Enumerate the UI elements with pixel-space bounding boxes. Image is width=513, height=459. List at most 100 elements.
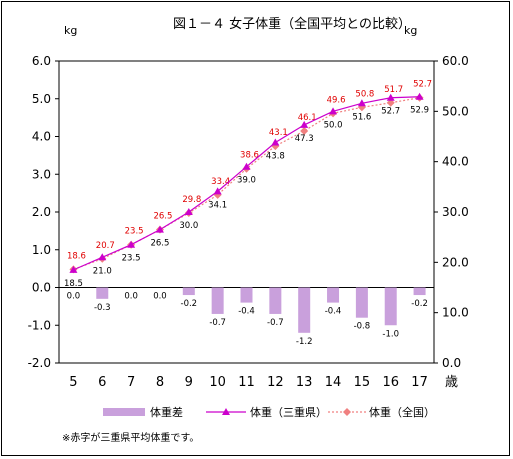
- bar-data-label: -0.4: [238, 307, 255, 317]
- bar-data-label: -0.4: [325, 307, 342, 317]
- bar-data-label: -1.2: [296, 337, 313, 347]
- bar-weight-diff: [269, 287, 282, 314]
- legend-swatch-bar: [103, 408, 145, 416]
- legend: 体重差 体重（三重県） 体重（全国）: [103, 405, 435, 419]
- bar-data-label: -0.2: [181, 299, 198, 309]
- bar-weight-diff: [211, 287, 224, 314]
- marker-mie: [213, 187, 222, 195]
- mie-data-label: 51.6: [352, 112, 371, 122]
- bar-weight-diff: [298, 287, 311, 333]
- right-axis-tick-label: 10.0: [442, 306, 469, 320]
- x-axis-tick-label: 14: [325, 375, 342, 390]
- x-axis-tick-label: 6: [98, 375, 106, 390]
- bar-data-label: -0.7: [209, 318, 226, 328]
- national-data-label: 46.1: [298, 113, 317, 123]
- left-axis-tick-label: 5.0: [32, 92, 51, 106]
- left-axis-tick-label: 1.0: [32, 243, 51, 257]
- bar-weight-diff: [327, 287, 340, 303]
- marker-mie: [357, 99, 366, 107]
- right-axis-tick-label: 0.0: [442, 356, 461, 370]
- right-axis-tick-label: 20.0: [442, 255, 469, 269]
- x-axis-tick-label: 11: [238, 375, 255, 390]
- x-axis-tick-label: 15: [354, 375, 371, 390]
- left-axis-tick-label: 2.0: [32, 205, 51, 219]
- national-data-label: 43.1: [269, 128, 288, 138]
- marker-national: [386, 98, 395, 107]
- national-data-label: 50.8: [355, 89, 374, 99]
- legend-label-mie: 体重（三重県）: [250, 405, 327, 419]
- x-axis-tick-label: 9: [185, 375, 193, 390]
- legend-marker-national: [343, 408, 351, 416]
- marker-mie: [155, 225, 164, 233]
- x-axis-tick-label: 17: [411, 375, 428, 390]
- bar-data-label: -0.8: [354, 322, 371, 332]
- bar-weight-diff: [182, 287, 195, 296]
- legend-marker-mie: [222, 408, 230, 415]
- national-data-label: 49.6: [327, 95, 346, 105]
- left-axis-tick-label: 4.0: [32, 130, 51, 144]
- x-axis-tick-label: 10: [209, 375, 226, 390]
- plot-border: [58, 60, 435, 364]
- footnote: ※赤字が三重県平均体重です。: [62, 431, 199, 444]
- x-axis-tick-label: 7: [127, 375, 135, 390]
- mie-data-label: 30.0: [179, 221, 198, 231]
- bar-data-label: -0.3: [94, 303, 111, 313]
- mie-data-label: 47.3: [295, 134, 314, 144]
- bar-data-label: 0.0: [153, 292, 167, 302]
- right-axis-unit: kg: [404, 24, 417, 37]
- mie-data-label: 39.0: [237, 176, 256, 186]
- bar-data-label: -0.2: [411, 299, 428, 309]
- marker-mie: [300, 120, 309, 128]
- chart-title: 図１－４ 女子体重（全国平均との比較）: [173, 16, 411, 32]
- mie-data-label: 50.0: [324, 120, 343, 130]
- plot-area: -2.0 -1.0 0.0 1.0 2.0 3.0 4.0 5.0 6.0 0.0 10.0 20.0…: [28, 54, 469, 390]
- bar-weight-diff: [413, 287, 426, 296]
- marker-mie: [386, 93, 395, 101]
- right-axis-tick-label: 60.0: [442, 54, 469, 68]
- marker-mie: [415, 92, 424, 100]
- marker-mie: [271, 138, 280, 146]
- marker-national: [300, 126, 309, 135]
- left-axis-unit: kg: [64, 24, 77, 37]
- left-axis-tick-label: 0.0: [32, 281, 51, 295]
- marker-mie: [242, 162, 251, 170]
- mie-data-label: 21.0: [93, 266, 112, 276]
- mie-data-label: 34.1: [208, 200, 227, 210]
- mie-data-label: 18.5: [64, 279, 83, 289]
- national-data-label: 38.6: [240, 151, 259, 161]
- national-data-label: 18.6: [67, 251, 86, 261]
- x-axis-tick-label: 16: [382, 375, 399, 390]
- national-data-label: 52.7: [413, 80, 432, 90]
- national-data-label: 20.7: [96, 241, 115, 251]
- left-axis-tick-label: -2.0: [28, 356, 51, 370]
- national-data-label: 51.7: [384, 85, 403, 95]
- marker-mie: [69, 265, 78, 273]
- left-axis-tick-label: 3.0: [32, 167, 51, 181]
- bar-data-label: -0.7: [267, 318, 284, 328]
- bar-weight-diff: [240, 287, 253, 303]
- x-axis-tick-label: 5: [69, 375, 77, 390]
- marker-mie: [329, 107, 338, 115]
- left-axis-tick-label: -1.0: [28, 318, 51, 332]
- marker-mie: [184, 208, 193, 215]
- mie-data-label: 23.5: [122, 254, 141, 264]
- national-data-label: 29.8: [182, 195, 201, 205]
- bar-weight-diff: [384, 287, 397, 326]
- legend-label-bar: 体重差: [150, 405, 183, 419]
- mie-data-label: 52.7: [381, 107, 400, 117]
- marker-mie: [98, 253, 107, 261]
- x-axis-unit: 歳: [445, 375, 458, 390]
- national-data-label: 33.4: [211, 177, 230, 187]
- left-axis-tick-label: 6.0: [32, 54, 51, 68]
- national-data-label: 23.5: [125, 227, 144, 237]
- marker-mie: [127, 240, 136, 248]
- mie-data-label: 43.8: [266, 152, 285, 162]
- bar-data-label: 0.0: [67, 292, 81, 302]
- mie-data-label: 52.9: [410, 106, 429, 116]
- bar-data-label: -1.0: [382, 329, 399, 339]
- national-data-label: 26.5: [153, 212, 172, 222]
- bar-weight-diff: [96, 287, 109, 299]
- mie-data-label: 26.5: [150, 239, 169, 249]
